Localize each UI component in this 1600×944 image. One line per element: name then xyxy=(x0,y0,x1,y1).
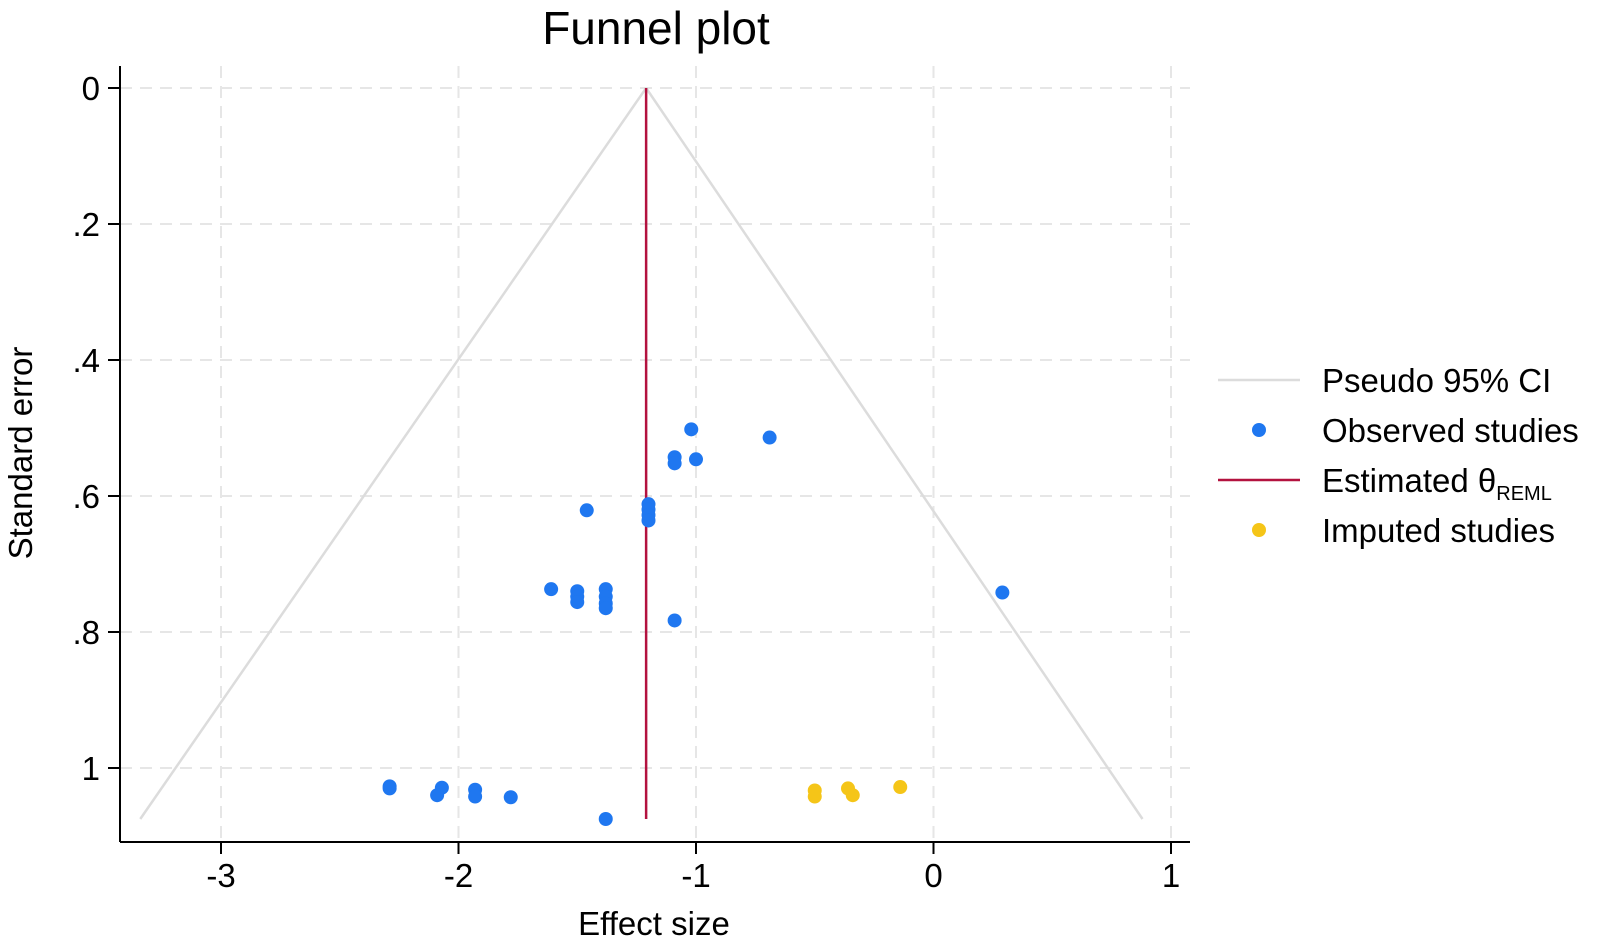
observed-studies-point-23 xyxy=(430,788,445,803)
observed-studies-point-3 xyxy=(667,456,682,471)
x-tick-label-0: -3 xyxy=(206,857,235,894)
observed-studies-point-26 xyxy=(503,790,518,805)
legend-label-imputed-studies: Imputed studies xyxy=(1322,512,1555,549)
legend-marker-observed-studies xyxy=(1252,423,1266,437)
x-tick-label-4: 1 xyxy=(1162,857,1180,894)
y-axis-ticks: 0 .2 .4 .6 .8 1 xyxy=(72,70,120,787)
x-tick-label-3: 0 xyxy=(924,857,942,894)
study-points xyxy=(382,422,1010,826)
chart-title: Funnel plot xyxy=(542,2,770,54)
legend-label-subscript: REML xyxy=(1496,483,1552,505)
x-tick-label-2: -1 xyxy=(681,857,710,894)
funnel-ci-lines xyxy=(139,87,1144,820)
y-tick-label-4: .8 xyxy=(72,614,100,651)
observed-studies-point-8 xyxy=(641,513,656,528)
observed-studies-point-21 xyxy=(382,781,397,796)
imputed-studies-point-1 xyxy=(807,789,822,804)
observed-studies-point-0 xyxy=(684,422,699,437)
x-tick-label-1: -2 xyxy=(444,857,473,894)
observed-studies-point-13 xyxy=(570,595,585,610)
observed-studies-point-25 xyxy=(468,789,483,804)
observed-studies-point-9 xyxy=(579,503,594,518)
observed-studies-point-19 xyxy=(995,585,1010,600)
funnel-right-line xyxy=(645,87,1144,820)
observed-studies-point-27 xyxy=(598,812,613,826)
imputed-studies-point-4 xyxy=(893,780,908,795)
y-axis-title: Standard error xyxy=(2,347,39,560)
legend-label-observed-studies: Observed studies xyxy=(1322,412,1579,449)
observed-studies-point-4 xyxy=(689,452,703,467)
x-axis-title: Effect size xyxy=(578,905,730,942)
y-tick-label-2: .4 xyxy=(72,342,100,379)
imputed-studies-point-3 xyxy=(845,788,860,803)
legend-marker-imputed-studies xyxy=(1252,523,1266,537)
x-axis-ticks: -3 -2 -1 0 1 xyxy=(206,842,1180,894)
y-tick-label-1: .2 xyxy=(72,206,100,243)
observed-studies-point-18 xyxy=(667,613,682,628)
observed-studies-point-10 xyxy=(544,582,559,597)
y-tick-label-0: 0 xyxy=(82,70,100,107)
y-tick-label-5: 1 xyxy=(82,750,100,787)
legend-label-pseudo-95-ci: Pseudo 95% CI xyxy=(1322,362,1551,399)
y-tick-label-3: .6 xyxy=(72,478,100,515)
observed-studies-point-1 xyxy=(762,430,777,445)
funnel-left-line xyxy=(139,87,648,820)
observed-studies-point-17 xyxy=(598,601,613,616)
